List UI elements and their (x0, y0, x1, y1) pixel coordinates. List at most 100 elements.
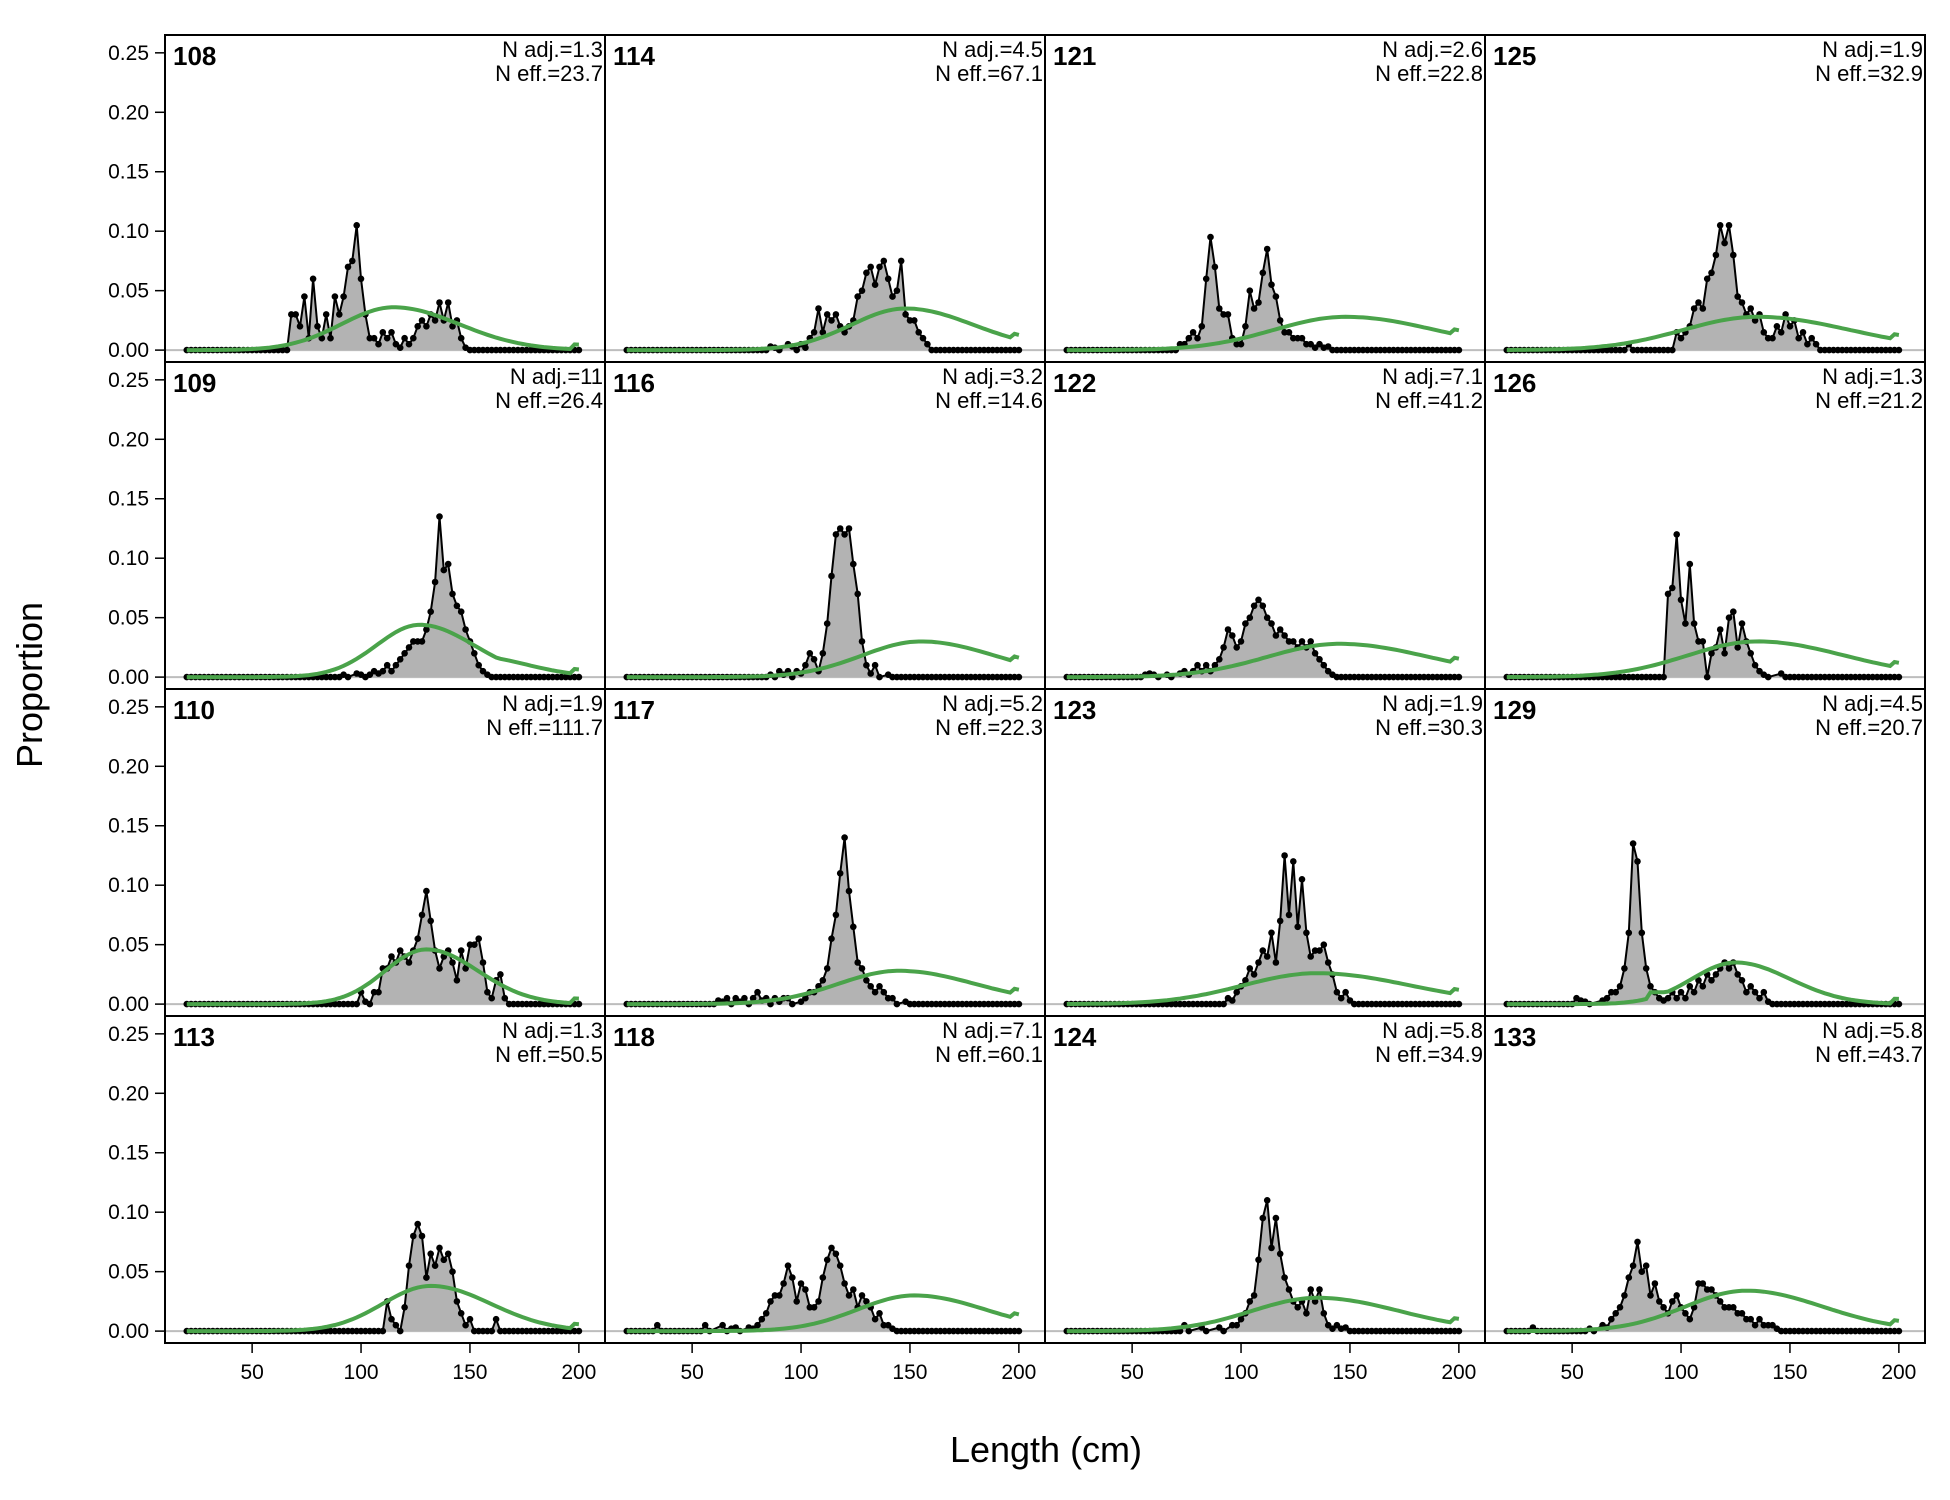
panel-label: 109 (173, 368, 216, 398)
observed-point (1246, 287, 1254, 295)
observed-point (1891, 346, 1898, 354)
observed-point (1612, 1310, 1619, 1317)
x-tick-label: 100 (344, 1361, 379, 1384)
observed-point (1246, 965, 1254, 972)
x-tick-label: 150 (1332, 1361, 1367, 1384)
observed-point (1747, 650, 1754, 657)
observed-point (845, 1292, 853, 1299)
observed-point (1281, 852, 1288, 859)
x-tick-label: 50 (680, 1361, 703, 1384)
panel-114: 114 N adj.=4.5N eff.=67.1 (605, 37, 1045, 354)
observed-point (1342, 1324, 1349, 1331)
observed-point (871, 1315, 879, 1323)
expected-curve (1066, 314, 1460, 353)
observed-point (479, 667, 487, 675)
panel-label: 113 (173, 1022, 215, 1052)
observed-point (823, 965, 831, 972)
panel-label: 110 (173, 695, 215, 725)
observed-point (388, 329, 395, 336)
observed-point (749, 994, 757, 1002)
observed-point (793, 1298, 800, 1305)
panel-label: 121 (1053, 41, 1096, 71)
expected-curve (1506, 639, 1900, 680)
observed-point (1699, 1280, 1707, 1287)
observed-point (915, 329, 922, 336)
observed-point (488, 994, 496, 1002)
observed-point (1233, 988, 1240, 996)
observed-point (1276, 1250, 1284, 1258)
observed-point (457, 608, 465, 615)
observed-point (1259, 269, 1267, 277)
observed-point (832, 311, 840, 318)
observed-point (1725, 222, 1733, 229)
observed-point (876, 1310, 883, 1317)
observed-point (1812, 340, 1820, 348)
observed-point (1237, 340, 1245, 348)
observed-point (823, 620, 831, 627)
observed-point (457, 947, 465, 954)
observed-area (1506, 843, 1899, 1005)
y-tick-label: 0.15 (108, 815, 149, 838)
observed-point (1703, 673, 1711, 681)
observed-point (423, 887, 430, 895)
n-eff-label: N eff.=43.7 (1815, 1042, 1923, 1067)
observed-point (1760, 988, 1768, 996)
observed-point (1263, 245, 1271, 253)
n-adj-label: N adj.=7.1 (1382, 364, 1483, 389)
observed-point (1764, 673, 1772, 681)
observed-point (484, 1327, 491, 1335)
panel-label: 124 (1053, 1022, 1097, 1052)
observed-point (1316, 1286, 1323, 1293)
observed-point (1730, 608, 1737, 615)
observed-point (427, 917, 435, 925)
observed-point (924, 340, 931, 348)
expected-curve (186, 305, 579, 353)
y-tick-label: 0.05 (108, 280, 149, 303)
observed-point (444, 560, 452, 568)
y-tick-label: 0.05 (108, 934, 149, 957)
n-adj-label: N adj.=1.9 (1382, 691, 1483, 716)
observed-point (1673, 994, 1680, 1002)
observed-point (828, 935, 835, 942)
observed-point (388, 667, 395, 675)
observed-point (1756, 994, 1763, 1002)
observed-point (1220, 1327, 1227, 1335)
observed-point (867, 670, 874, 677)
observed-point (453, 602, 461, 610)
observed-point (1216, 305, 1223, 312)
observed-point (1638, 929, 1646, 937)
y-tick-label: 0.10 (108, 874, 149, 897)
expected-curve (626, 1293, 1020, 1334)
observed-point (1690, 305, 1698, 312)
observed-point (1237, 1315, 1245, 1323)
observed-point (1316, 656, 1323, 663)
panel-129: 129 N adj.=4.5N eff.=20.7 (1485, 691, 1925, 1008)
observed-point (383, 334, 391, 342)
observed-point (854, 590, 861, 598)
observed-point (418, 911, 426, 919)
observed-point (1808, 334, 1815, 342)
observed-point (1229, 997, 1236, 1004)
observed-point (388, 953, 395, 960)
observed-point (836, 525, 844, 532)
observed-point (1211, 661, 1219, 669)
observed-point (475, 935, 483, 942)
observed-point (1194, 334, 1201, 342)
observed-point (1734, 971, 1741, 978)
observed-point (1703, 275, 1711, 283)
x-tick-label: 200 (1001, 1361, 1036, 1384)
panel-label: 133 (1493, 1022, 1536, 1052)
x-tick-label: 50 (1120, 1361, 1143, 1384)
observed-point (1690, 988, 1698, 996)
observed-point (789, 1000, 796, 1008)
observed-point (1451, 1327, 1458, 1335)
observed-point (392, 661, 400, 669)
observed-point (850, 1286, 857, 1293)
observed-point (1268, 620, 1275, 627)
observed-point (1451, 1000, 1458, 1008)
observed-point (383, 661, 391, 669)
observed-point (418, 317, 426, 324)
observed-point (1311, 650, 1319, 657)
